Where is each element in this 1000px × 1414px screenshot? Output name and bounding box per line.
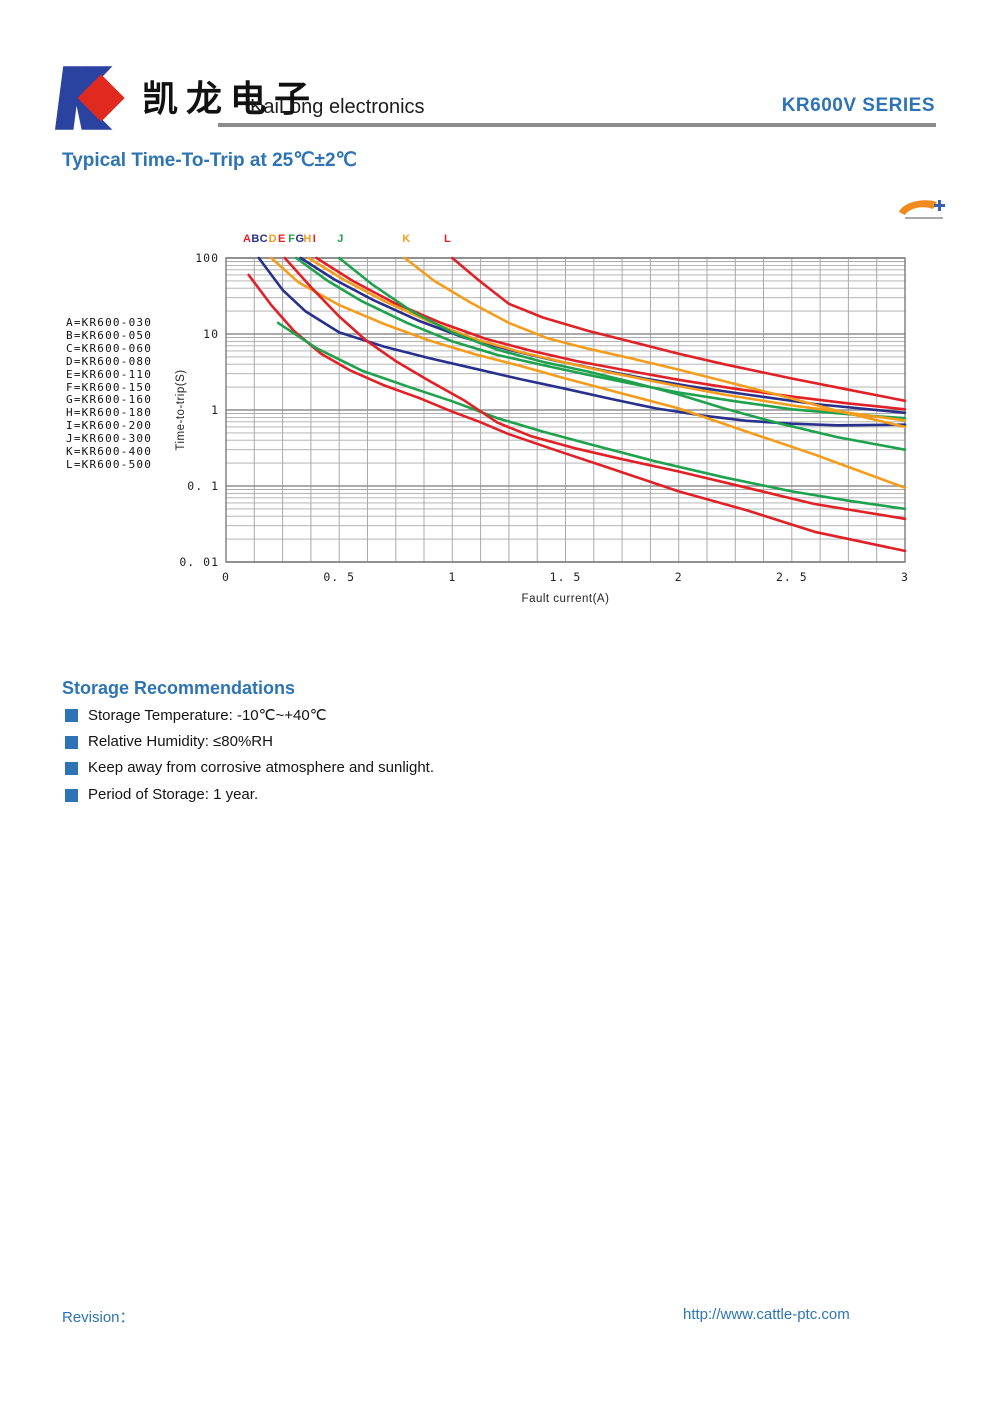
curve-E [283, 256, 907, 521]
kailong-logo-icon [55, 66, 125, 130]
x-tick-label: 0 [222, 570, 230, 584]
curve-I [315, 256, 907, 411]
curve-label-F: F [288, 233, 295, 245]
legend-line-G: G=KR600-160 [66, 393, 153, 407]
storage-item: Relative Humidity: ≤80%RH [62, 733, 762, 760]
legend-line-H: H=KR600-180 [66, 406, 153, 420]
watermark-swoosh-icon [899, 200, 945, 219]
y-tick-label: 1 [211, 403, 219, 417]
legend-line-K: K=KR600-400 [66, 445, 153, 459]
storage-item: Keep away from corrosive atmosphere and … [62, 759, 762, 786]
y-tick-label: 100 [195, 251, 219, 265]
site-url-link[interactable]: http://www.cattle-ptc.com [683, 1306, 850, 1323]
legend-line-D: D=KR600-080 [66, 354, 153, 368]
curve-H [307, 256, 907, 422]
storage-item: Storage Temperature: -10℃~+40℃ [62, 706, 762, 733]
bullet-square-icon [65, 788, 78, 802]
company-name-english: KaiLong electronics [250, 96, 425, 118]
bullet-square-icon [65, 709, 78, 722]
revision-label: Revision： [62, 1309, 135, 1326]
storage-item-text: Keep away from corrosive atmosphere and … [88, 759, 435, 776]
curve-C [276, 321, 907, 511]
y-tick-label: 10 [203, 327, 219, 341]
header-divider [218, 123, 936, 127]
curve-label-E: E [278, 233, 286, 245]
curve-label-A: A [243, 233, 251, 245]
curve-J [337, 256, 907, 451]
storage-item-text: Storage Temperature: -10℃~+40℃ [88, 707, 327, 724]
curve-label-L: L [444, 233, 451, 245]
x-tick-label: 1. 5 [550, 570, 582, 584]
curve-B [257, 256, 907, 427]
x-tick-label: 3 [901, 570, 909, 584]
x-tick-label: 1 [448, 570, 456, 584]
legend-line-E: E=KR600-110 [66, 367, 153, 381]
curve-F [294, 256, 907, 420]
legend-line-J: J=KR600-300 [66, 432, 153, 446]
x-tick-label: 2 [675, 570, 683, 584]
curve-L [450, 256, 907, 403]
storage-list: Storage Temperature: -10℃~+40℃ Relative H… [62, 706, 762, 812]
page-title: Typical Time-To-Trip at 25℃±2℃ [62, 150, 357, 171]
legend-line-I: I=KR600-200 [66, 419, 153, 433]
legend-line-A: A=KR600-030 [66, 316, 153, 329]
curve-label-D: D [268, 233, 277, 245]
curve-label-G: G [295, 233, 305, 245]
curve-K [403, 256, 907, 429]
legend-line-C: C=KR600-060 [66, 341, 153, 355]
time-to-trip-chart: 100 10 1 0. 1 0. 01 0 0. 5 1 1. 5 2 2. 5 3 Fault cur… [170, 195, 960, 615]
y-axis-label: Time-to-trip(S) [175, 369, 187, 450]
curve-label-J: J [337, 233, 344, 245]
curve-label-C: C [259, 233, 268, 245]
curve-label-B: B [251, 233, 260, 245]
storage-item-text: Period of Storage: 1 year. [88, 785, 259, 803]
legend-line-F: F=KR600-150 [66, 380, 153, 394]
storage-heading: Storage Recommendations [62, 678, 296, 698]
x-tick-label: 0. 5 [323, 570, 355, 584]
curve-D [270, 256, 907, 490]
storage-item-text: Relative Humidity: ≤80%RH [88, 732, 273, 750]
curve-label-K: K [402, 233, 411, 245]
legend-line-L: L=KR600-500 [66, 457, 153, 471]
y-tick-label: 0. 01 [179, 555, 219, 569]
x-tick-label: 2. 5 [776, 570, 808, 584]
curve-A [247, 273, 907, 553]
curve-legend: A=KR600-030 B=KR600-050 C=KR600-060 D=KR600… [66, 316, 153, 472]
curve-label-H: H [303, 233, 312, 245]
x-axis-label: Fault current(A) [522, 593, 610, 605]
bullet-square-icon [65, 762, 78, 775]
legend-line-B: B=KR600-050 [66, 328, 153, 342]
company-name-chinese: 凯龙电子 [142, 79, 319, 120]
y-tick-label: 0. 1 [187, 479, 219, 493]
bullet-square-icon [65, 735, 78, 749]
series-title: KR600V SERIES [781, 95, 935, 116]
chart-plot: 100 10 1 0. 1 0. 010 0. 5 1 1. 5 2 2. 5 3 Fault cur… [175, 251, 909, 605]
storage-item: Period of Storage: 1 year. [62, 786, 762, 813]
curve-label-I: I [312, 233, 316, 245]
